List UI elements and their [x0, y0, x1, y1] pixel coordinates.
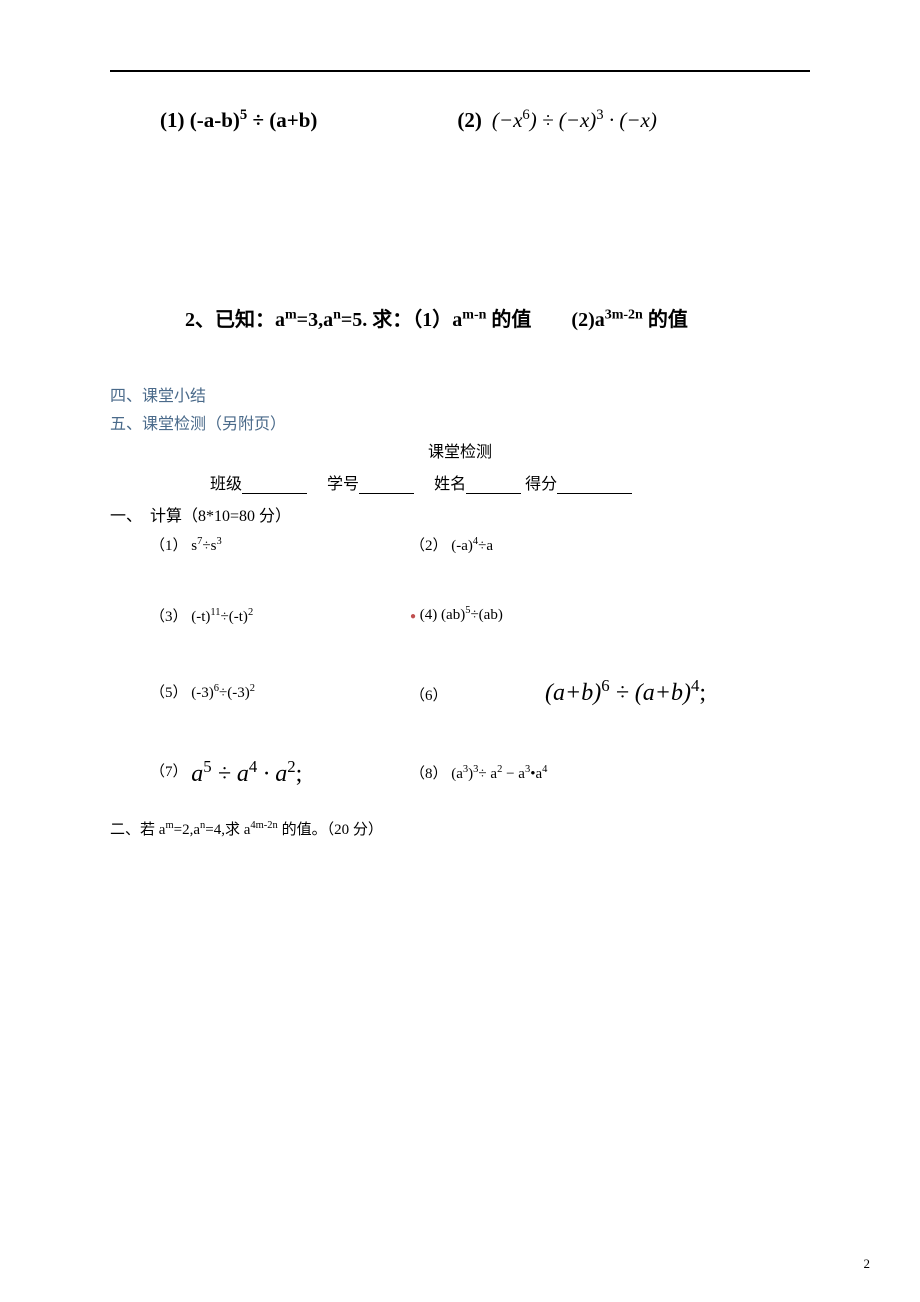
label: （7） [150, 764, 188, 780]
score-label: 得分 [525, 476, 557, 493]
class-label: 班级 [210, 476, 242, 493]
label: (1) (-a-b)5 ÷ (a+b) [160, 108, 317, 132]
am: am=3,an=5. [275, 309, 367, 331]
q1-label: （1） [412, 309, 452, 331]
id-label: 学号 [327, 476, 359, 493]
score-blank [557, 480, 632, 494]
part-two: 二、若 am=2,an=4,求 a4m-2n 的值。（20 分） [110, 818, 810, 839]
label: （1） [150, 538, 188, 554]
label: （3） [150, 609, 188, 625]
label: （6） [410, 688, 448, 704]
section-four: 四、课堂小结 [110, 382, 810, 406]
calc-row-3: （5） (-3)6÷(-3)2 （6） (a+b)6 ÷ (a+b)4; [150, 676, 810, 707]
label: （2） [410, 538, 448, 554]
info-line: 班级 学号 姓名 得分 [210, 470, 810, 494]
expr: (-3)6÷(-3)2 [191, 685, 255, 701]
page-number: 2 [864, 1256, 871, 1272]
calc-item-2: （2） (-a)4÷a [410, 534, 670, 555]
q2-expr: a3m-2n [595, 309, 643, 331]
q1-expr: am-n [452, 309, 486, 331]
id-blank [359, 480, 414, 494]
expr: (a+b)6 ÷ (a+b)4; [545, 680, 706, 706]
expr: (a3)3÷ a2 − a3•a4 [451, 766, 547, 782]
dot: ● [410, 611, 416, 622]
problem-row-1: (1) (-a-b)5 ÷ (a+b) (2) (−x6) ÷ (−x)3 · … [110, 107, 810, 133]
label: (2) [457, 108, 482, 133]
calc-item-3: （3） (-t)11÷(-t)2 [150, 605, 410, 626]
q2-label: (2) [571, 309, 594, 331]
text: 二、若 am=2,an=4,求 a4m-2n 的值。（20 分） [110, 822, 383, 838]
expr: (-t)11÷(-t)2 [191, 609, 253, 625]
calc-item-5: （5） (-3)6÷(-3)2 [150, 681, 410, 702]
prefix: 2、已知： [185, 309, 275, 331]
calc-item-7: （7） a5 ÷ a4 · a2; [150, 757, 410, 788]
horizontal-rule [110, 70, 810, 72]
problem-1-1: (1) (-a-b)5 ÷ (a+b) [160, 107, 317, 133]
calc-row-2: （3） (-t)11÷(-t)2 ● (4) (ab)5÷(ab) [150, 605, 810, 626]
name-blank [466, 480, 521, 494]
problem-1-2: (2) (−x6) ÷ (−x)3 · (−x) [457, 107, 656, 133]
calc-row-1: （1） s7÷s3 （2） (-a)4÷a [150, 534, 810, 555]
label: （8） [410, 766, 448, 782]
expr: a5 ÷ a4 · a2; [191, 761, 302, 787]
part-one-heading: 一、 计算（8*10=80 分） [110, 502, 810, 526]
expr: s7÷s3 [191, 538, 221, 554]
calc-item-4: ● (4) (ab)5÷(ab) [410, 605, 670, 626]
expr: (ab)5÷(ab) [441, 607, 503, 623]
q1-suffix: 的值 [491, 309, 531, 331]
calc-item-6: （6） (a+b)6 ÷ (a+b)4; [410, 676, 706, 707]
label: (4) [420, 607, 438, 623]
known-problem: 2、已知：am=3,an=5. 求：（1）am-n 的值 (2)a3m-2n 的… [185, 303, 810, 332]
name-label: 姓名 [434, 476, 466, 493]
calc-row-4: （7） a5 ÷ a4 · a2; （8） (a3)3÷ a2 − a3•a4 [150, 757, 810, 788]
section-five: 五、课堂检测（另附页） [110, 410, 810, 434]
q2-suffix: 的值 [648, 309, 688, 331]
calc-item-1: （1） s7÷s3 [150, 534, 410, 555]
label: （5） [150, 685, 188, 701]
expr: (-a)4÷a [451, 538, 493, 554]
math-expr: (−x6) ÷ (−x)3 · (−x) [492, 107, 657, 133]
qiu: 求： [372, 309, 412, 331]
calc-item-8: （8） (a3)3÷ a2 − a3•a4 [410, 762, 670, 783]
class-blank [242, 480, 307, 494]
test-title: 课堂检测 [110, 438, 810, 462]
